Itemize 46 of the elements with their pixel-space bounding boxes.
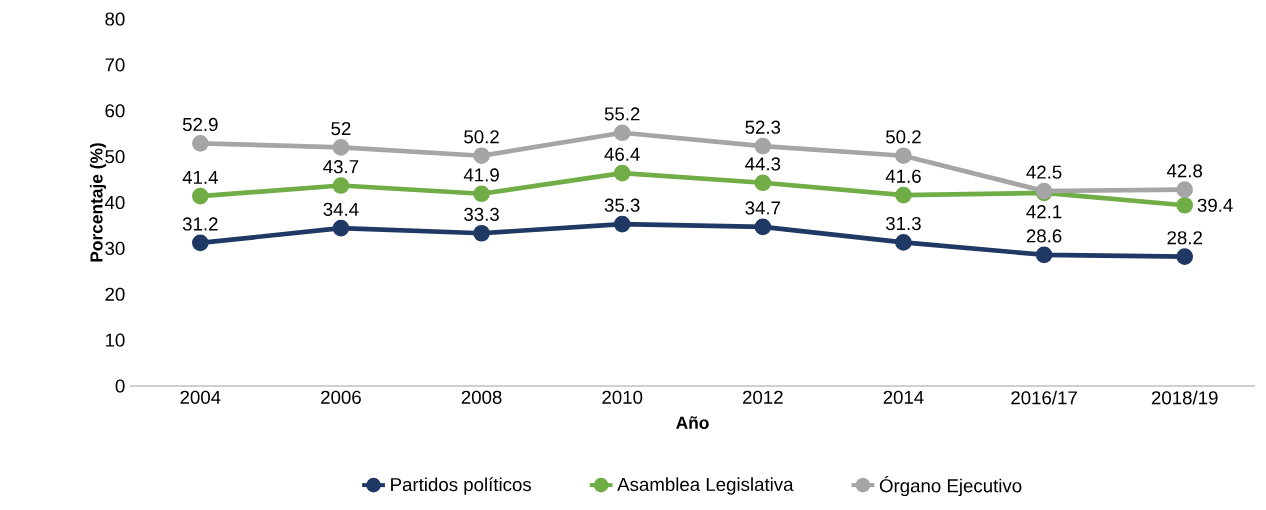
data-label: 42.8 — [1166, 164, 1203, 178]
data-label: 31.2 — [182, 217, 218, 231]
data-label: 34.4 — [323, 202, 359, 216]
data-label: 28.6 — [1026, 229, 1062, 243]
y-tick-label: 60 — [105, 104, 125, 118]
data-label: 33.3 — [464, 207, 499, 221]
data-label: 50.2 — [886, 130, 921, 144]
data-label: 41.4 — [182, 170, 218, 184]
x-tick-label: 2010 — [602, 390, 643, 404]
data-label: 42.1 — [1026, 205, 1062, 219]
y-tick-label: 30 — [105, 241, 125, 255]
x-tick-label: 2012 — [743, 390, 783, 404]
y-tick-label: 0 — [115, 379, 125, 393]
x-tick-label: 2006 — [321, 390, 361, 404]
data-label: 46.4 — [604, 147, 640, 161]
data-label: 42.5 — [1026, 165, 1062, 179]
legend-label: Asamblea Legislativa — [617, 477, 794, 495]
data-label: 39.4 — [1197, 198, 1233, 212]
data-label: 41.9 — [463, 168, 499, 182]
y-tick-label: 80 — [105, 12, 125, 26]
x-tick-label: 2008 — [461, 390, 502, 404]
y-tick-label: 10 — [105, 333, 125, 347]
y-tick-label: 20 — [105, 287, 125, 301]
x-tick-label: 2014 — [883, 390, 924, 404]
y-tick-label: 70 — [105, 58, 125, 72]
data-label: 31.3 — [886, 216, 921, 231]
data-label: 35.3 — [604, 198, 640, 212]
x-tick-label: 2004 — [180, 390, 221, 404]
y-tick-label: 50 — [105, 150, 125, 164]
data-label: 52 — [331, 121, 351, 136]
legend-label: Órgano Ejecutivo — [879, 476, 1022, 497]
y-tick-label: 40 — [104, 195, 125, 210]
data-label: 34.7 — [745, 201, 781, 215]
data-label: 52.3 — [745, 120, 781, 134]
x-tick-label: 2018/19 — [1151, 390, 1218, 405]
data-label: 52.9 — [182, 117, 218, 132]
y-axis-title: Porcentaje (%) — [89, 143, 107, 262]
data-label: 41.6 — [885, 169, 921, 183]
x-tick-label: 2016/17 — [1011, 390, 1077, 405]
data-label: 55.2 — [604, 107, 640, 121]
data-label: 44.3 — [745, 157, 781, 171]
x-axis-title: Año — [676, 416, 709, 429]
data-label: 50.2 — [464, 130, 499, 144]
legend-label: Partidos políticos — [391, 477, 532, 495]
data-label: 28.2 — [1167, 231, 1202, 245]
data-label: 43.7 — [323, 160, 359, 174]
